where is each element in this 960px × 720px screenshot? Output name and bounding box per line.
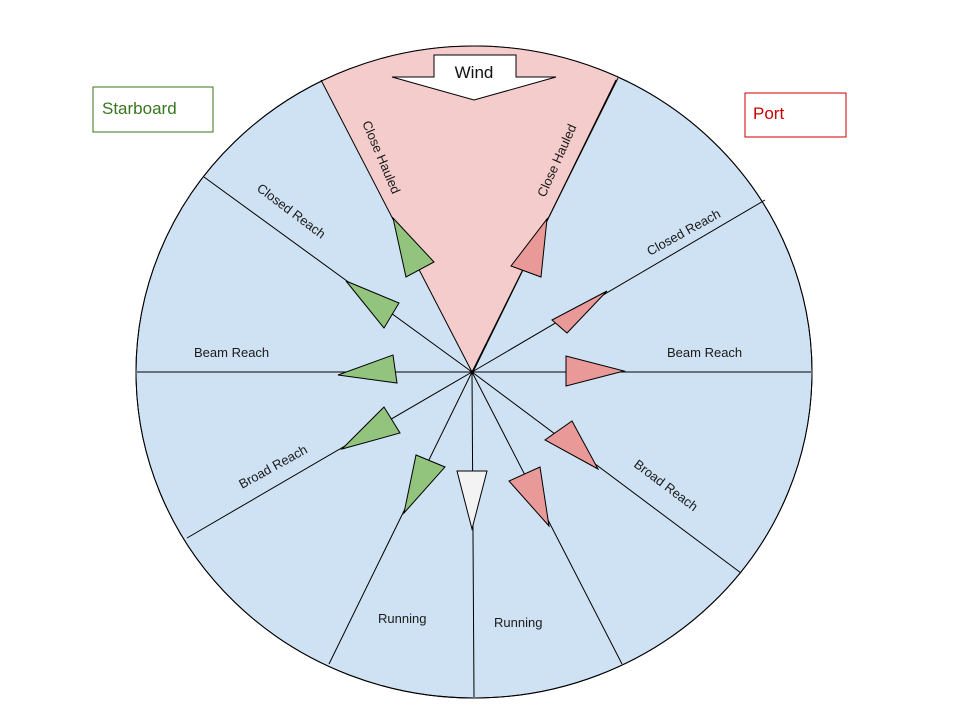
starboard-legend-label: Starboard bbox=[102, 99, 177, 118]
port-legend: Port bbox=[744, 92, 847, 138]
sail-port-closed-reach bbox=[551, 290, 608, 334]
label-beam-reach-right: Beam Reach bbox=[667, 345, 742, 360]
sail-starboard-running bbox=[403, 454, 446, 515]
port-sails bbox=[508, 217, 626, 528]
label-running-left: Running bbox=[378, 611, 426, 626]
label-running-right: Running bbox=[494, 615, 542, 630]
sail-port-broad-reach bbox=[544, 420, 600, 471]
starboard-legend: Starboard bbox=[92, 86, 214, 133]
sail-port-close-hauled bbox=[510, 217, 548, 278]
sail-starboard-broad-reach bbox=[340, 406, 401, 450]
sail-port-beam-reach bbox=[565, 355, 626, 387]
wind-label: Wind bbox=[455, 63, 494, 82]
starboard-sails bbox=[337, 216, 446, 515]
sail-downwind bbox=[456, 470, 488, 531]
sail-starboard-beam-reach bbox=[337, 354, 398, 384]
label-beam-reach-left: Beam Reach bbox=[194, 345, 269, 360]
sector-lines bbox=[137, 77, 811, 698]
no-go-zone bbox=[320, 46, 620, 372]
wind-arrow: Wind bbox=[391, 54, 557, 101]
port-legend-label: Port bbox=[753, 104, 784, 123]
sail-starboard-closed-reach bbox=[345, 280, 400, 329]
sail-starboard-close-hauled bbox=[392, 216, 435, 278]
sail-port-running bbox=[508, 466, 550, 528]
